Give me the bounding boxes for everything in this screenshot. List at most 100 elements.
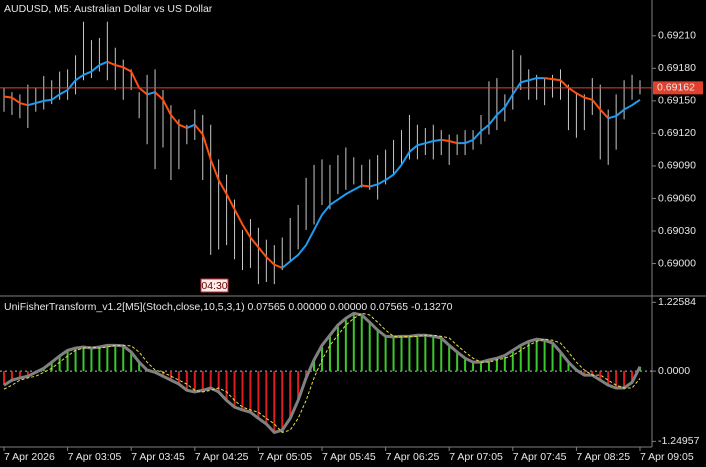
histogram-bar: [559, 352, 562, 372]
histogram-bar: [130, 352, 133, 372]
histogram-bar: [241, 371, 244, 410]
time-cursor-label: 04:30: [201, 280, 227, 292]
histogram-bar: [535, 339, 538, 372]
histogram-bar: [384, 336, 387, 372]
moving-average: [154, 91, 188, 129]
histogram-bar: [543, 340, 546, 372]
moving-average: [369, 138, 442, 188]
histogram-bar: [432, 336, 435, 372]
histogram-bar: [344, 318, 347, 372]
histogram-bar: [313, 359, 316, 372]
fisher-line: [3, 311, 642, 435]
histogram-bar: [297, 371, 300, 401]
histogram-bar: [66, 350, 69, 372]
histogram-bar: [360, 314, 363, 372]
histogram-bar: [265, 371, 268, 424]
moving-average: [186, 123, 196, 129]
x-tick-label: 7 Apr 2026: [4, 451, 55, 463]
moving-average: [146, 91, 156, 96]
histogram-bar: [281, 371, 284, 431]
y-tick-label: 0.69180: [658, 62, 696, 74]
x-tick-label: 7 Apr 05:05: [258, 451, 312, 463]
histogram-bar: [583, 371, 586, 376]
x-tick-label: 7 Apr 06:25: [386, 451, 440, 463]
histogram-bar: [18, 371, 21, 378]
histogram-bar: [480, 362, 482, 372]
indicator-title: UniFisherTransform_v1.2[M5](Stoch,close,…: [4, 301, 453, 313]
histogram-bar: [591, 371, 594, 376]
histogram-bar: [122, 345, 125, 372]
histogram-bar: [10, 371, 13, 381]
histogram-bar: [162, 371, 164, 377]
histogram-bar: [98, 347, 101, 372]
histogram-bar: [74, 348, 77, 372]
histogram-bar: [448, 345, 451, 372]
histogram-bar: [599, 371, 602, 381]
y-tick-label: 0.69120: [658, 127, 696, 139]
histogram-bar: [511, 350, 514, 372]
histogram-bar: [82, 347, 85, 372]
moving-average: [544, 77, 609, 119]
moving-average: [607, 98, 641, 120]
histogram-bar: [352, 313, 355, 372]
histogram-bar: [328, 335, 331, 372]
last-price-label: 0.69162: [657, 82, 695, 94]
histogram-bar: [567, 362, 570, 372]
histogram-bar: [400, 336, 403, 372]
histogram-bar: [551, 343, 554, 372]
histogram-bar: [58, 355, 61, 372]
histogram-bar: [376, 330, 379, 372]
histogram-bar: [193, 371, 196, 392]
y-tick-label: -1.24957: [658, 435, 700, 447]
histogram-bar: [90, 348, 93, 372]
histogram-bar: [519, 345, 522, 372]
moving-average: [194, 124, 283, 269]
histogram-bar: [408, 336, 411, 372]
histogram-bar: [257, 371, 260, 419]
moving-average: [441, 138, 458, 145]
chart-title: AUDUSD, M5: Australian Dollar vs US Doll…: [4, 3, 213, 15]
moving-average: [106, 60, 148, 96]
x-tick-label: 7 Apr 04:25: [195, 451, 249, 463]
histogram-bar: [615, 371, 618, 389]
x-tick-label: 7 Apr 09:05: [640, 451, 694, 463]
histogram-bar: [217, 371, 220, 392]
histogram-bar: [273, 371, 276, 433]
y-tick-label: 0.69210: [658, 30, 696, 42]
time-cursor-box: [200, 278, 229, 293]
histogram-bar: [225, 371, 228, 401]
x-tick-label: 7 Apr 03:05: [68, 451, 122, 463]
histogram-bar: [50, 362, 53, 372]
histogram-bar: [106, 345, 109, 372]
histogram-bar: [623, 371, 626, 389]
moving-average: [281, 184, 363, 269]
moving-average: [457, 77, 545, 145]
y-tick-label: 0.69090: [658, 160, 696, 172]
histogram-bar: [201, 371, 204, 391]
histogram-bar: [3, 371, 5, 386]
histogram-bar: [527, 341, 530, 372]
histogram-bar: [249, 371, 252, 413]
histogram-bar: [209, 371, 212, 389]
histogram-bar: [503, 355, 506, 372]
histogram-bar: [440, 338, 443, 372]
histogram-bar: [472, 362, 475, 372]
histogram-bar: [321, 345, 323, 372]
y-tick-label: 0.0000: [658, 365, 690, 377]
x-tick-label: 7 Apr 07:45: [513, 451, 567, 463]
histogram-bar: [289, 371, 292, 419]
signal-line: [3, 312, 641, 433]
x-tick-label: 7 Apr 05:45: [322, 451, 376, 463]
x-tick-label: 7 Apr 03:45: [131, 451, 185, 463]
histogram-bar: [185, 371, 188, 391]
y-tick-label: 1.22584: [658, 296, 696, 308]
y-tick-label: 0.69000: [658, 257, 696, 269]
histogram-bar: [169, 371, 172, 381]
histogram-bar: [114, 345, 117, 372]
histogram-bar: [631, 371, 634, 383]
histogram-bar: [138, 362, 141, 372]
histogram-bar: [424, 335, 427, 372]
y-tick-label: 0.69030: [658, 225, 696, 237]
